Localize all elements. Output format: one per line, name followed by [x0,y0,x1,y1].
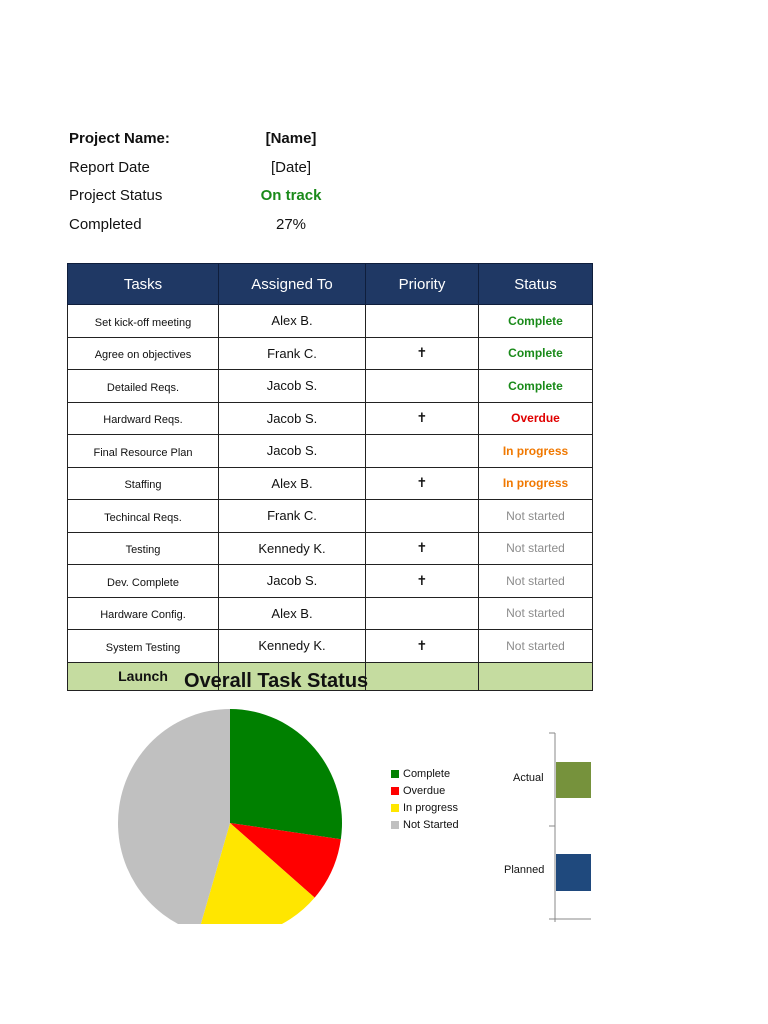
legend-label: Overdue [403,784,446,797]
status-badge: In progress [478,434,593,468]
header-status: Status [478,263,593,305]
launch-cell [478,661,593,691]
pie-slice-not-started [118,709,230,924]
project-status-label: Project Status [69,187,163,204]
completed-row: Completed 27% [69,215,307,233]
legend-item-complete: Complete [391,765,459,782]
launch-cell [218,661,366,691]
status-badge: Complete [478,304,593,338]
bar-actual [556,762,591,798]
table-row: Final Resource Plan Jacob S. In progress [67,434,593,468]
legend-item-overdue: Overdue [391,782,459,799]
header-assigned-to: Assigned To [218,263,366,305]
task-name: Techincal Reqs. [67,499,219,533]
status-badge: Overdue [478,401,593,435]
launch-label: Launch [67,661,219,691]
task-name: Hardward Reqs. [67,401,219,435]
table-row: System Testing Kennedy K. ✝ Not started [67,629,593,663]
bar-label-planned: Planned [504,864,545,876]
assigned-to: Frank C. [218,499,366,533]
table-row: Agree on objectives Frank C. ✝ Complete [67,336,593,370]
assigned-to: Jacob S. [218,564,366,598]
launch-cell [365,661,479,691]
completed-label: Completed [69,215,142,233]
legend-swatch [391,786,399,795]
task-name: Testing [67,531,219,565]
project-name-row: Project Name: [Name] [69,130,317,147]
priority-icon [365,596,479,630]
status-badge: Complete [478,369,593,403]
priority-icon [365,434,479,468]
table-row: Staffing Alex B. ✝ In progress [67,466,593,500]
bar-planned [556,854,591,891]
task-name: Set kick-off meeting [67,304,219,338]
task-table: Tasks Assigned To Priority Status Set ki… [67,263,593,691]
project-summary: Project Name: [Name] Report Date [Date] … [69,126,369,240]
report-date-row: Report Date [Date] [69,158,312,176]
assigned-to: Frank C. [218,336,366,370]
chart-title: Overall Task Status [184,670,369,692]
task-name: System Testing [67,629,219,663]
legend-label: Not Started [403,818,459,831]
header-priority: Priority [365,263,479,305]
pie-slice-complete [230,709,342,840]
bar-label-actual: Actual [513,772,544,784]
task-name: Hardware Config. [67,596,219,630]
table-row: Hardware Config. Alex B. Not started [67,596,593,630]
status-badge: Complete [478,336,593,370]
table-header-row: Tasks Assigned To Priority Status [67,263,593,305]
status-badge: Not started [478,629,593,663]
status-badge: Not started [478,531,593,565]
assigned-to: Alex B. [218,596,366,630]
project-name-label: Project Name: [69,130,170,147]
pie-legend: Complete Overdue In progress Not Started [391,765,459,833]
legend-swatch [391,769,399,778]
legend-item-not-started: Not Started [391,816,459,833]
legend-item-in-progress: In progress [391,799,459,816]
legend-label: In progress [403,801,459,814]
status-badge: Not started [478,499,593,533]
task-name: Dev. Complete [67,564,219,598]
priority-icon: ✝ [365,531,479,565]
pie-chart [118,709,342,924]
priority-icon [365,369,479,403]
header-tasks: Tasks [67,263,219,305]
report-date-label: Report Date [69,158,150,176]
pie-slice-in-progress [200,823,315,924]
status-badge: In progress [478,466,593,500]
table-row: Techincal Reqs. Frank C. Not started [67,499,593,533]
legend-label: Complete [403,767,451,780]
launch-row: Launch [67,661,593,691]
task-name: Final Resource Plan [67,434,219,468]
assigned-to: Jacob S. [218,369,366,403]
legend-swatch [391,820,399,829]
priority-icon [365,304,479,338]
pie-slice-overdue [230,823,341,898]
table-row: Set kick-off meeting Alex B. Complete [67,304,593,338]
project-status-row: Project Status On track [69,187,322,204]
priority-icon: ✝ [365,629,479,663]
bar-chart [549,732,591,922]
legend-swatch [391,803,399,812]
table-row: Detailed Reqs. Jacob S. Complete [67,369,593,403]
